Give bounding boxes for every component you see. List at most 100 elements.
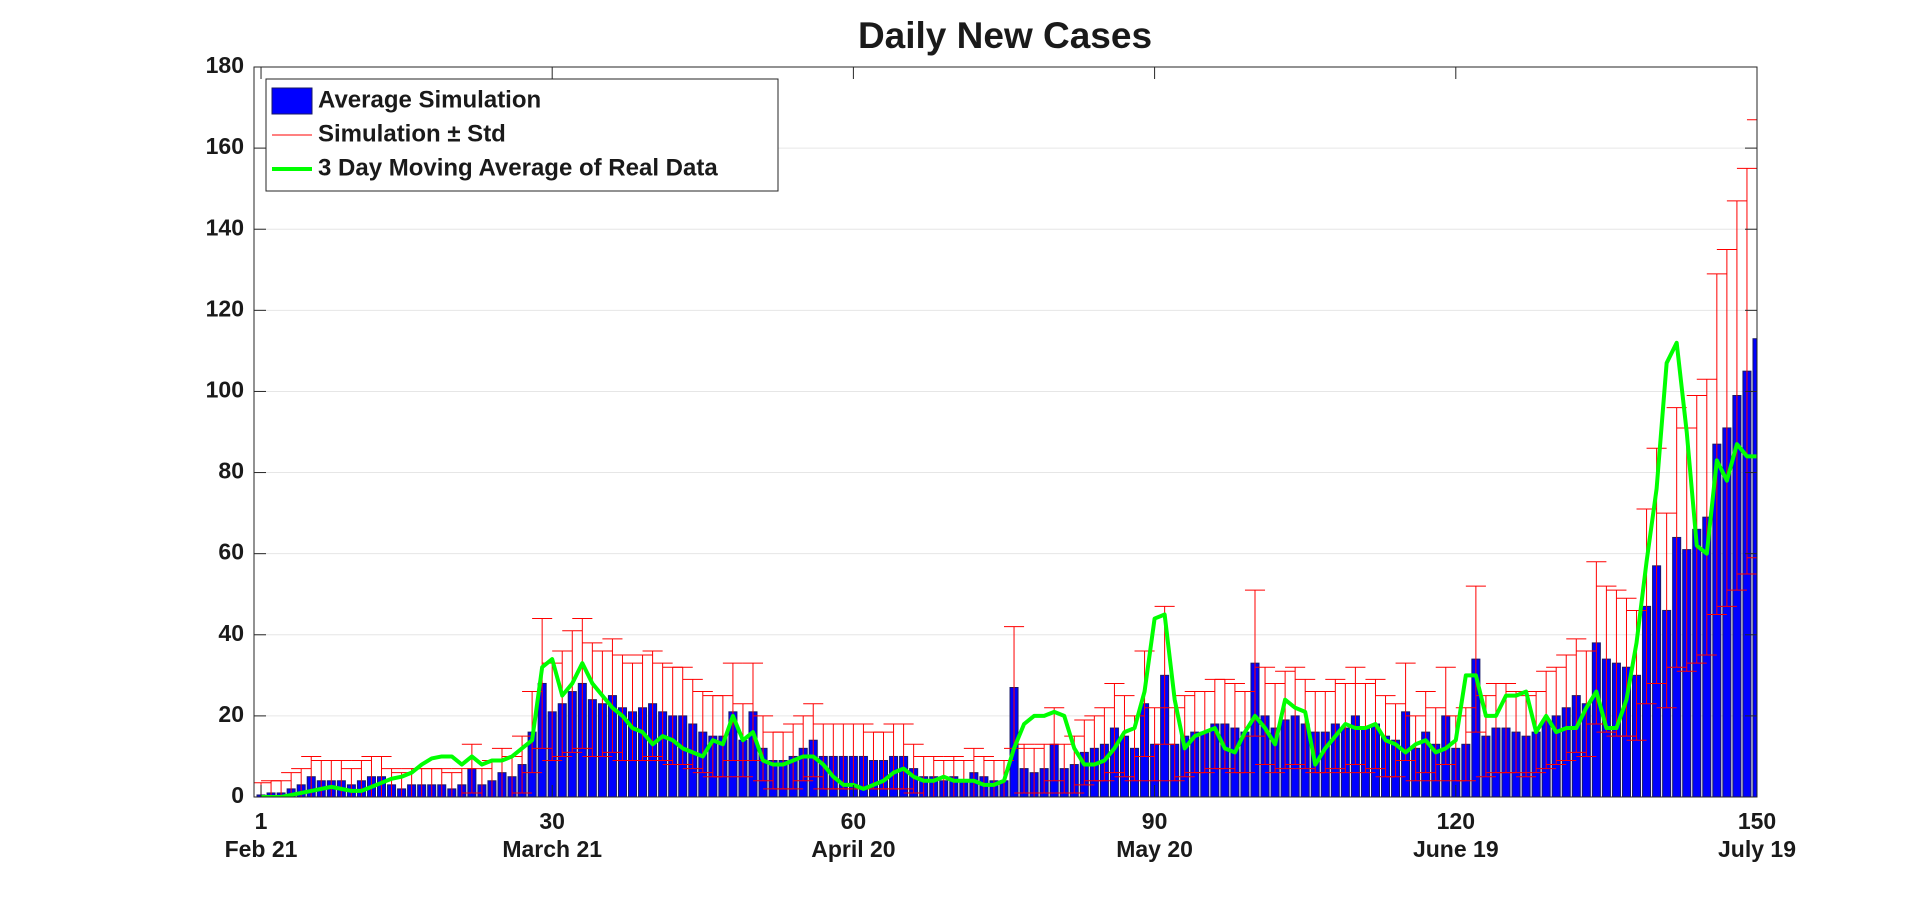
legend: Average Simulation Simulation ± Std 3 Day … [265, 78, 779, 192]
error-bar [1726, 200, 1747, 591]
error-bar [1265, 682, 1286, 774]
error-bar [803, 703, 824, 778]
error-bar [572, 618, 593, 749]
error-bar [933, 760, 954, 797]
x-tick-date: May 20 [1116, 836, 1193, 862]
error-bar [1656, 512, 1677, 709]
error-bar [1556, 654, 1577, 761]
error-bar [642, 650, 663, 757]
error-bar [1596, 585, 1617, 733]
legend-label: Average Simulation [318, 86, 541, 113]
error-bar [1385, 703, 1406, 778]
error-bar [692, 691, 713, 774]
legend-swatch [271, 87, 313, 115]
error-bar [1465, 585, 1486, 733]
error-bar [1616, 597, 1637, 737]
error-bar [1104, 682, 1125, 774]
y-tick-label: 60 [218, 539, 244, 565]
error-bar [712, 695, 733, 778]
error-bar [1275, 670, 1296, 770]
error-bar [471, 768, 492, 797]
error-bar [592, 650, 613, 757]
error-bar [783, 723, 804, 790]
error-bar [381, 768, 402, 797]
plot-area [254, 119, 1757, 797]
error-bar [532, 618, 553, 749]
error-bar [1114, 695, 1135, 778]
error-bar [1746, 119, 1757, 559]
error-bar [1576, 650, 1597, 757]
chart-title: Daily New Cases [858, 15, 1152, 56]
error-bar [722, 662, 743, 761]
x-tick-date: April 20 [811, 836, 895, 862]
error-bar [1214, 678, 1235, 770]
error-bar [1566, 638, 1587, 753]
error-bar [632, 654, 653, 761]
y-tick-label: 80 [218, 458, 244, 484]
bar [1752, 338, 1757, 797]
error-bar [451, 768, 472, 797]
x-tick-label: 30 [539, 808, 565, 834]
error-bar [1706, 273, 1727, 615]
y-tick-label: 140 [206, 214, 244, 240]
error-bar [1295, 678, 1316, 770]
legend-box [265, 78, 779, 192]
legend-label: Simulation ± Std [318, 120, 506, 147]
error-bar [893, 723, 914, 790]
error-bar [1736, 167, 1757, 575]
y-tick-label: 0 [231, 782, 244, 808]
error-bar [1244, 589, 1266, 737]
x-tick-label: 150 [1738, 808, 1776, 834]
error-bar [331, 760, 352, 797]
x-tick-label: 1 [255, 808, 268, 834]
error-bar [1716, 249, 1737, 607]
y-tick-label: 180 [206, 52, 244, 78]
x-tick-label: 60 [841, 808, 867, 834]
y-tick-label: 120 [206, 295, 244, 321]
error-bar [793, 715, 814, 782]
error-bar [1315, 691, 1336, 774]
error-bar [1335, 682, 1356, 774]
error-bar [1536, 670, 1557, 770]
x-tick-date: June 19 [1413, 836, 1499, 862]
error-bar [1395, 662, 1416, 761]
error-bar [1425, 707, 1446, 782]
error-bar [943, 755, 964, 797]
x-tick-label: 120 [1437, 808, 1475, 834]
y-tick-label: 160 [206, 133, 244, 159]
error-bar [602, 638, 623, 753]
error-bar [752, 715, 774, 782]
error-bar [552, 650, 573, 757]
error-bar [341, 768, 362, 797]
y-tick-label: 40 [218, 620, 244, 646]
error-bar [1415, 691, 1436, 774]
error-bar [351, 760, 372, 797]
x-tick-label: 90 [1142, 808, 1168, 834]
error-bar [431, 768, 452, 797]
error-bar [1325, 678, 1346, 770]
error-bar [903, 743, 924, 794]
error-bar [742, 662, 764, 761]
x-tick-date: July 19 [1718, 836, 1796, 862]
error-bar [512, 735, 533, 794]
error-bar [291, 768, 312, 797]
error-bar [1405, 715, 1426, 782]
y-tick-label: 20 [218, 701, 244, 727]
error-bar [1696, 378, 1717, 656]
line [261, 340, 1757, 797]
error-bar [281, 772, 302, 797]
x-tick-date: Feb 21 [225, 836, 298, 862]
y-tick-label: 100 [206, 377, 244, 403]
error-bar [1074, 719, 1095, 786]
error-bar [1285, 666, 1306, 766]
error-bar [1034, 743, 1055, 794]
error-bar [652, 662, 673, 761]
error-bar [1094, 707, 1115, 782]
error-bar [1024, 747, 1045, 797]
error-bar [562, 630, 583, 753]
error-bar [371, 755, 392, 797]
error-bar [1174, 695, 1195, 778]
error-bar [973, 755, 994, 797]
